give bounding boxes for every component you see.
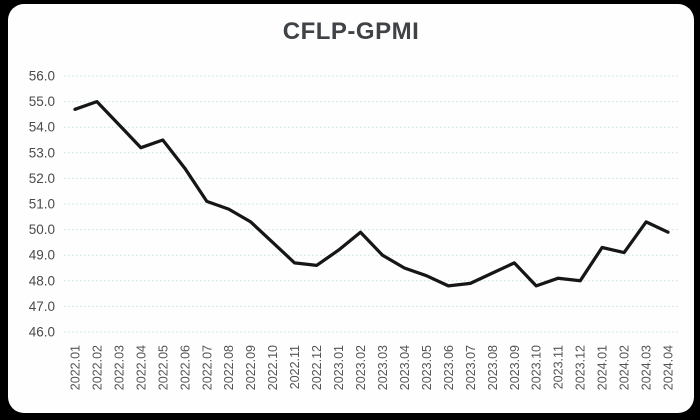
y-axis-tick-label: 50.0 <box>29 222 55 237</box>
x-axis-tick-label: 2023.09 <box>508 345 522 390</box>
data-series-line <box>73 99 670 288</box>
x-axis-tick-label: 2023.05 <box>420 345 434 390</box>
x-axis-tick-label: 2022.11 <box>288 345 302 389</box>
x-axis-tick-label: 2022.10 <box>266 345 280 390</box>
x-axis-tick-label: 2022.07 <box>200 345 214 390</box>
x-axis-tick-label: 2023.08 <box>486 345 500 390</box>
x-axis-tick-label: 2024.02 <box>618 345 632 390</box>
x-axis-tick-label: 2023.06 <box>442 345 456 390</box>
y-axis-tick-label: 56.0 <box>29 69 55 84</box>
y-axis-tick-label: 54.0 <box>29 120 55 135</box>
x-axis-tick-label: 2022.02 <box>90 345 104 390</box>
y-axis-tick-label: 53.0 <box>29 145 55 160</box>
chart-title: CFLP-GPMI <box>282 18 420 45</box>
y-axis-tick-label: 52.0 <box>29 171 55 186</box>
x-axis-tick-label: 2022.03 <box>112 345 126 390</box>
x-axis-tick-label: 2022.09 <box>244 345 258 390</box>
x-axis-tick-label: 2022.04 <box>134 345 148 390</box>
y-axis-tick-label: 55.0 <box>29 94 55 109</box>
chart-card <box>8 4 694 413</box>
x-axis-tick-label: 2023.07 <box>464 345 478 390</box>
x-axis-tick-label: 2023.02 <box>354 345 368 390</box>
x-axis-tick-label: 2022.12 <box>310 345 324 390</box>
x-axis-tick-label: 2023.03 <box>376 345 390 390</box>
y-axis-tick-label: 47.0 <box>29 299 55 314</box>
x-axis-tick-label: 2024.01 <box>596 345 610 390</box>
x-axis-tick-label: 2022.05 <box>156 345 170 390</box>
x-axis-tick-label: 2023.04 <box>398 345 412 390</box>
y-axis-tick-label: 49.0 <box>29 248 55 263</box>
y-axis-tick-label: 46.0 <box>29 325 55 340</box>
y-axis-tick-label: 51.0 <box>29 197 55 212</box>
x-axis-tick-label: 2024.04 <box>662 345 676 390</box>
x-axis-tick-label: 2022.08 <box>222 345 236 390</box>
x-axis-tick-label: 2023.10 <box>530 345 544 390</box>
x-axis-tick-label: 2023.11 <box>552 345 566 389</box>
x-axis-tick-label: 2023.01 <box>332 345 346 390</box>
y-axis-tick-label: 48.0 <box>29 273 55 288</box>
x-axis-tick-label: 2022.06 <box>178 345 192 390</box>
x-axis-tick-label: 2022.01 <box>68 345 82 390</box>
x-axis-tick-label: 2023.12 <box>574 345 588 390</box>
x-axis-tick-label: 2024.03 <box>640 345 654 390</box>
